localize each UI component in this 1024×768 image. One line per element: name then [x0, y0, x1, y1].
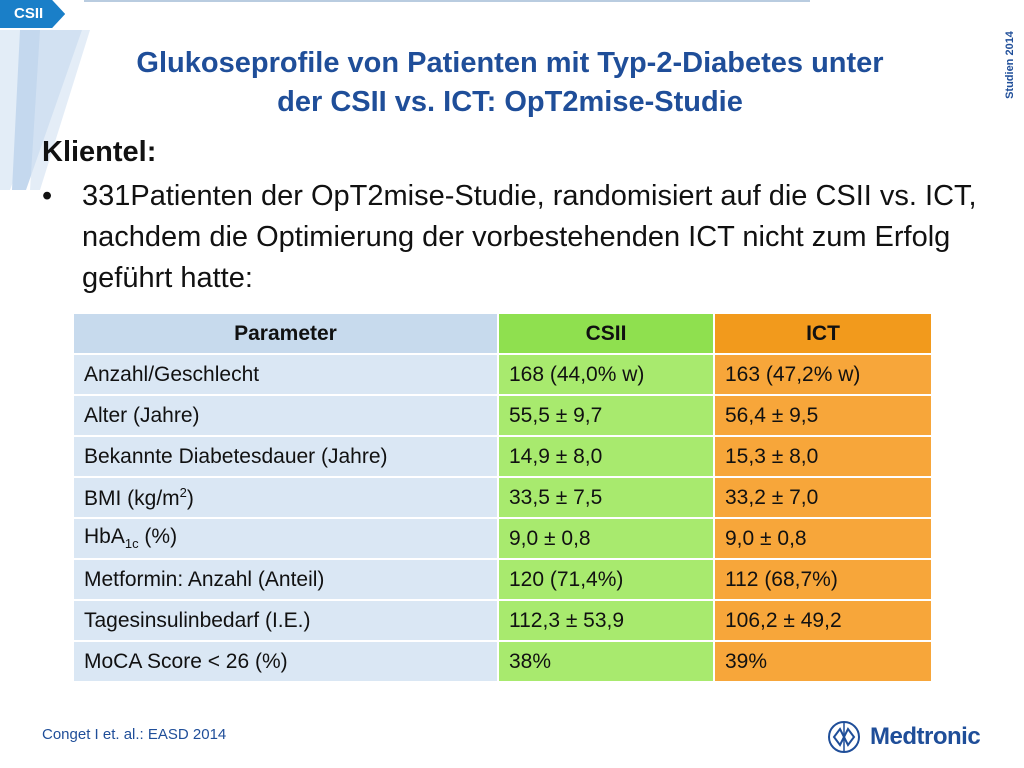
- row-csii: 14,9 ± 8,0: [499, 437, 715, 478]
- row-csii: 33,5 ± 7,5: [499, 478, 715, 519]
- title-line-2: der CSII vs. ICT: OpT2mise-Studie: [277, 86, 743, 118]
- header-parameter: Parameter: [74, 314, 499, 355]
- row-param: MoCA Score < 26 (%): [74, 642, 499, 683]
- table-header-row: Parameter CSII ICT: [74, 314, 933, 355]
- row-param: Tagesinsulinbedarf (I.E.): [74, 601, 499, 642]
- row-ict: 39%: [715, 642, 933, 683]
- row-ict: 56,4 ± 9,5: [715, 396, 933, 437]
- table-row: Metformin: Anzahl (Anteil) 120 (71,4%) 1…: [74, 560, 933, 601]
- table-row: HbA1c (%) 9,0 ± 0,8 9,0 ± 0,8: [74, 519, 933, 560]
- medtronic-logo: Medtronic: [826, 716, 1002, 758]
- table-row: Anzahl/Geschlecht 168 (44,0% w) 163 (47,…: [74, 355, 933, 396]
- title-line-1: Glukoseprofile von Patienten mit Typ-2-D…: [136, 47, 884, 79]
- side-label: Studien 2014: [1004, 31, 1016, 99]
- row-ict: 9,0 ± 0,8: [715, 519, 933, 560]
- row-ict: 106,2 ± 49,2: [715, 601, 933, 642]
- row-param: BMI (kg/m2): [74, 478, 499, 519]
- table-row: Tagesinsulinbedarf (I.E.) 112,3 ± 53,9 1…: [74, 601, 933, 642]
- row-csii: 38%: [499, 642, 715, 683]
- table-row: Bekannte Diabetesdauer (Jahre) 14,9 ± 8,…: [74, 437, 933, 478]
- row-csii: 112,3 ± 53,9: [499, 601, 715, 642]
- row-ict: 15,3 ± 8,0: [715, 437, 933, 478]
- table-row: MoCA Score < 26 (%) 38% 39%: [74, 642, 933, 683]
- corner-decoration: [0, 30, 90, 190]
- medtronic-emblem-icon: [828, 721, 860, 753]
- table-row: Alter (Jahre) 55,5 ± 9,7 56,4 ± 9,5: [74, 396, 933, 437]
- row-param: HbA1c (%): [74, 519, 499, 560]
- header-csii: CSII: [499, 314, 715, 355]
- logo-text: Medtronic: [870, 723, 981, 750]
- patient-table: Parameter CSII ICT Anzahl/Geschlecht 168…: [74, 314, 933, 683]
- section-heading: Klientel:: [42, 136, 157, 168]
- section-tag: CSII: [0, 0, 66, 28]
- slide-title: Glukoseprofile von Patienten mit Typ-2-D…: [60, 44, 960, 122]
- row-param: Bekannte Diabetesdauer (Jahre): [74, 437, 499, 478]
- top-divider: [84, 0, 810, 2]
- row-ict: 33,2 ± 7,0: [715, 478, 933, 519]
- bullet-item: • 331Patienten der OpT2mise-Studie, rand…: [42, 176, 1002, 299]
- row-ict: 112 (68,7%): [715, 560, 933, 601]
- citation: Conget I et. al.: EASD 2014: [42, 726, 227, 743]
- bullet-text: 331Patienten der OpT2mise-Studie, random…: [82, 180, 977, 294]
- row-ict: 163 (47,2% w): [715, 355, 933, 396]
- row-csii: 9,0 ± 0,8: [499, 519, 715, 560]
- header-ict: ICT: [715, 314, 933, 355]
- row-param: Metformin: Anzahl (Anteil): [74, 560, 499, 601]
- row-param: Anzahl/Geschlecht: [74, 355, 499, 396]
- bullet-dot: •: [42, 180, 53, 212]
- row-param: Alter (Jahre): [74, 396, 499, 437]
- table-row: BMI (kg/m2) 33,5 ± 7,5 33,2 ± 7,0: [74, 478, 933, 519]
- row-csii: 55,5 ± 9,7: [499, 396, 715, 437]
- row-csii: 168 (44,0% w): [499, 355, 715, 396]
- row-csii: 120 (71,4%): [499, 560, 715, 601]
